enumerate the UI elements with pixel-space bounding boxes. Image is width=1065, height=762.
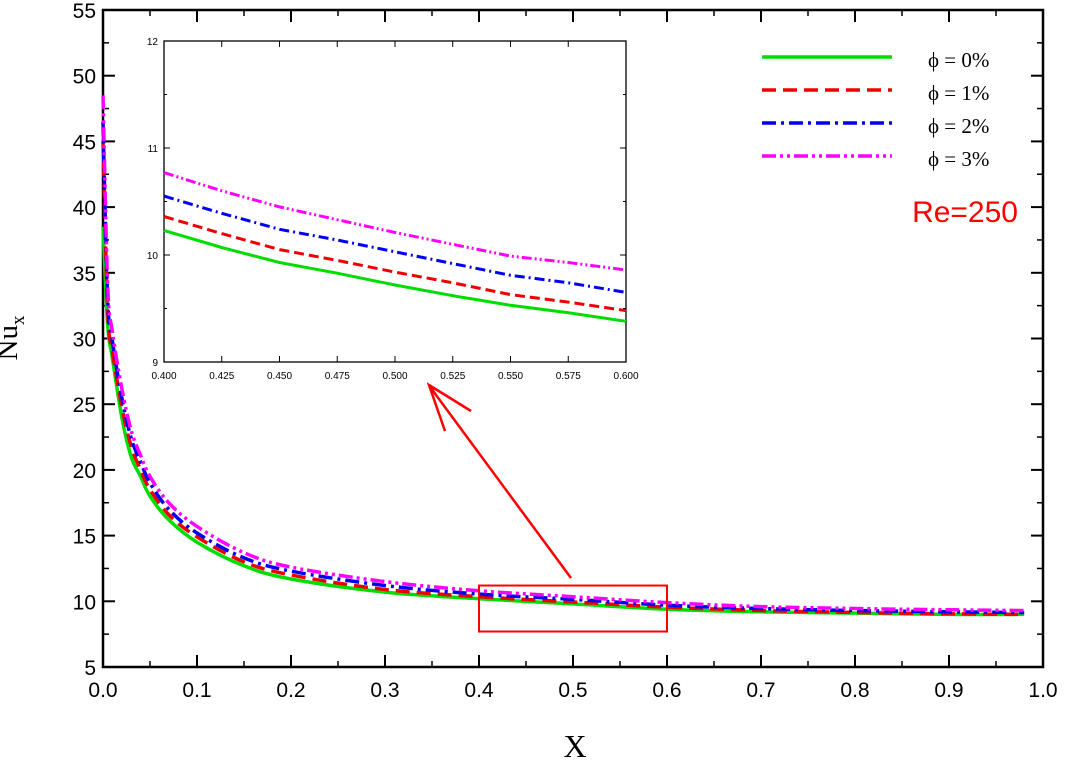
inset-x-tick-label: 0.475: [325, 371, 350, 382]
main-plot: 0.0 0.1 0.2 0.3 0.4 0.5 0.6 0.7 0.8 0.9 1.0 5 10 15 20…: [73, 0, 1058, 702]
reynolds-annotation: Re=250: [912, 196, 1018, 229]
y-axis-title: Nux: [0, 315, 29, 360]
y-tick-label: 45: [73, 131, 96, 154]
y-tick-label: 50: [73, 66, 96, 89]
inset-x-tick-label: 0.525: [440, 371, 465, 382]
y-axis-title-main: Nu: [0, 325, 24, 360]
x-tick-label: 0.4: [464, 679, 494, 702]
zoom-box: [478, 584, 668, 633]
y-tick-label: 25: [73, 394, 96, 417]
series-line-0: [101, 226, 1025, 617]
legend: ϕ = 0% ϕ = 1% ϕ = 2% ϕ = 3%: [762, 48, 989, 171]
inset-x-tick-label: 0.425: [209, 371, 234, 382]
zoom-arrow-head: [426, 382, 472, 432]
inset-y-tick-label: 11: [148, 144, 159, 155]
legend-label-0: ϕ = 0%: [928, 48, 989, 72]
y-tick-label: 40: [73, 197, 96, 220]
inset-y-tick-label: 12: [147, 37, 159, 48]
inset-y-tick-label: 10: [147, 251, 159, 262]
inset-series-line-0: [163, 228, 627, 323]
inset-x-tick-label: 0.400: [151, 371, 176, 382]
x-tick-label: 0.0: [88, 679, 117, 702]
x-tick-label: 0.8: [840, 679, 869, 702]
inset-frame: [163, 40, 627, 363]
inset-series-line-1: [163, 215, 627, 313]
x-tick-label: 0.2: [276, 679, 305, 702]
inset-plot: 0.400 0.425 0.450 0.475 0.500 0.525 0.550 0.575…: [147, 37, 639, 382]
series-line-2: [101, 121, 1025, 615]
zoom-arrow: [426, 382, 573, 579]
inset-series-line-3: [163, 171, 627, 272]
inset-x-tick-label: 0.500: [382, 371, 407, 382]
x-axis-title: X: [563, 728, 586, 762]
inset-y-tick-label: 9: [152, 358, 158, 369]
y-tick-label: 30: [73, 329, 96, 352]
x-tick-label: 0.7: [746, 679, 775, 702]
x-tick-label: 0.6: [652, 679, 681, 702]
x-tick-label: 0.3: [370, 679, 399, 702]
x-tick-label: 0.5: [558, 679, 587, 702]
inset-series-line-2: [163, 194, 627, 294]
x-tick-label: 0.1: [182, 679, 211, 702]
y-tick-label: 20: [73, 460, 96, 483]
series-line-3: [101, 95, 1025, 613]
axis-titles: X Nux: [0, 315, 587, 762]
legend-label-2: ϕ = 2%: [928, 114, 989, 138]
y-tick-label: 35: [73, 263, 96, 286]
zoom-arrow-shaft: [434, 394, 573, 579]
inset-x-tick-label: 0.600: [613, 371, 638, 382]
inset-x-tick-label: 0.550: [498, 371, 523, 382]
y-axis-title-subscript: x: [8, 315, 29, 325]
legend-label-1: ϕ = 1%: [928, 81, 989, 105]
x-tick-label: 0.9: [934, 679, 963, 702]
y-tick-label: 5: [84, 657, 96, 680]
inset-x-tick-label: 0.575: [556, 371, 581, 382]
inset-x-tick-label: 0.450: [267, 371, 292, 382]
x-tick-label: 1.0: [1028, 679, 1057, 702]
legend-label-3: ϕ = 3%: [928, 147, 989, 171]
y-tick-label: 55: [73, 0, 96, 23]
y-tick-label: 10: [73, 591, 96, 614]
y-tick-label: 15: [73, 526, 96, 549]
